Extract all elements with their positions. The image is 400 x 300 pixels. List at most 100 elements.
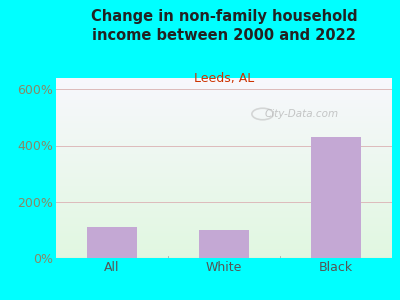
Bar: [56, 206, 392, 208]
Bar: [56, 200, 392, 202]
Bar: [56, 197, 392, 199]
Bar: [56, 116, 392, 118]
Bar: [56, 179, 392, 181]
Bar: [56, 107, 392, 109]
Bar: [56, 100, 392, 101]
Bar: [56, 125, 392, 127]
Bar: [56, 224, 392, 226]
Bar: [56, 204, 392, 206]
Bar: [56, 118, 392, 119]
Bar: [56, 87, 392, 89]
Bar: [56, 222, 392, 224]
Bar: [56, 145, 392, 146]
Bar: [56, 231, 392, 233]
Bar: [56, 238, 392, 240]
Bar: [56, 80, 392, 82]
Bar: [56, 211, 392, 213]
Bar: [56, 190, 392, 191]
Bar: [56, 143, 392, 145]
Bar: [87, 227, 137, 258]
Bar: [56, 188, 392, 190]
Bar: [56, 209, 392, 211]
Bar: [56, 247, 392, 249]
Bar: [56, 195, 392, 197]
Bar: [56, 161, 392, 163]
Bar: [56, 191, 392, 193]
Bar: [56, 114, 392, 116]
Bar: [56, 229, 392, 231]
Bar: [56, 164, 392, 166]
Bar: [56, 137, 392, 139]
Bar: [56, 245, 392, 247]
Bar: [56, 121, 392, 123]
Bar: [56, 146, 392, 148]
Bar: [56, 244, 392, 245]
Bar: [56, 155, 392, 157]
Bar: [56, 78, 392, 80]
Bar: [56, 103, 392, 105]
Bar: [56, 157, 392, 159]
Bar: [56, 152, 392, 154]
Bar: [56, 199, 392, 200]
Bar: [56, 184, 392, 186]
Bar: [56, 235, 392, 236]
Bar: [56, 109, 392, 110]
Bar: [56, 240, 392, 242]
Bar: [56, 170, 392, 172]
Bar: [56, 208, 392, 209]
Bar: [56, 242, 392, 244]
Bar: [56, 215, 392, 217]
Bar: [56, 254, 392, 256]
Bar: [56, 150, 392, 152]
Text: Leeds, AL: Leeds, AL: [194, 72, 254, 85]
Bar: [56, 202, 392, 204]
Text: Change in non-family household
income between 2000 and 2022: Change in non-family household income be…: [91, 9, 357, 43]
Bar: [56, 105, 392, 107]
Bar: [56, 127, 392, 128]
Bar: [56, 139, 392, 141]
Bar: [56, 136, 392, 137]
Bar: [56, 154, 392, 155]
Bar: [56, 193, 392, 195]
Bar: [56, 181, 392, 182]
Bar: [56, 132, 392, 134]
Bar: [56, 89, 392, 91]
Bar: [56, 226, 392, 227]
Bar: [199, 230, 249, 258]
Bar: [56, 218, 392, 220]
Bar: [56, 134, 392, 136]
Bar: [56, 217, 392, 218]
Bar: [56, 101, 392, 103]
Text: City-Data.com: City-Data.com: [264, 109, 338, 119]
Bar: [56, 175, 392, 177]
Bar: [56, 159, 392, 161]
Bar: [56, 236, 392, 238]
Bar: [56, 123, 392, 125]
Bar: [56, 110, 392, 112]
Bar: [56, 253, 392, 254]
Bar: [56, 119, 392, 121]
Bar: [56, 256, 392, 258]
Bar: [56, 112, 392, 114]
Bar: [56, 92, 392, 94]
Bar: [56, 130, 392, 132]
Bar: [56, 213, 392, 215]
Bar: [56, 163, 392, 164]
Bar: [56, 96, 392, 98]
Bar: [56, 94, 392, 96]
Bar: [311, 137, 361, 258]
Bar: [56, 82, 392, 83]
Bar: [56, 83, 392, 85]
Bar: [56, 177, 392, 179]
Bar: [56, 186, 392, 188]
Bar: [56, 233, 392, 235]
Bar: [56, 227, 392, 229]
Bar: [56, 172, 392, 173]
Bar: [56, 249, 392, 251]
Bar: [56, 128, 392, 130]
Bar: [56, 148, 392, 150]
Bar: [56, 182, 392, 184]
Bar: [56, 220, 392, 222]
Bar: [56, 251, 392, 253]
Bar: [56, 166, 392, 168]
